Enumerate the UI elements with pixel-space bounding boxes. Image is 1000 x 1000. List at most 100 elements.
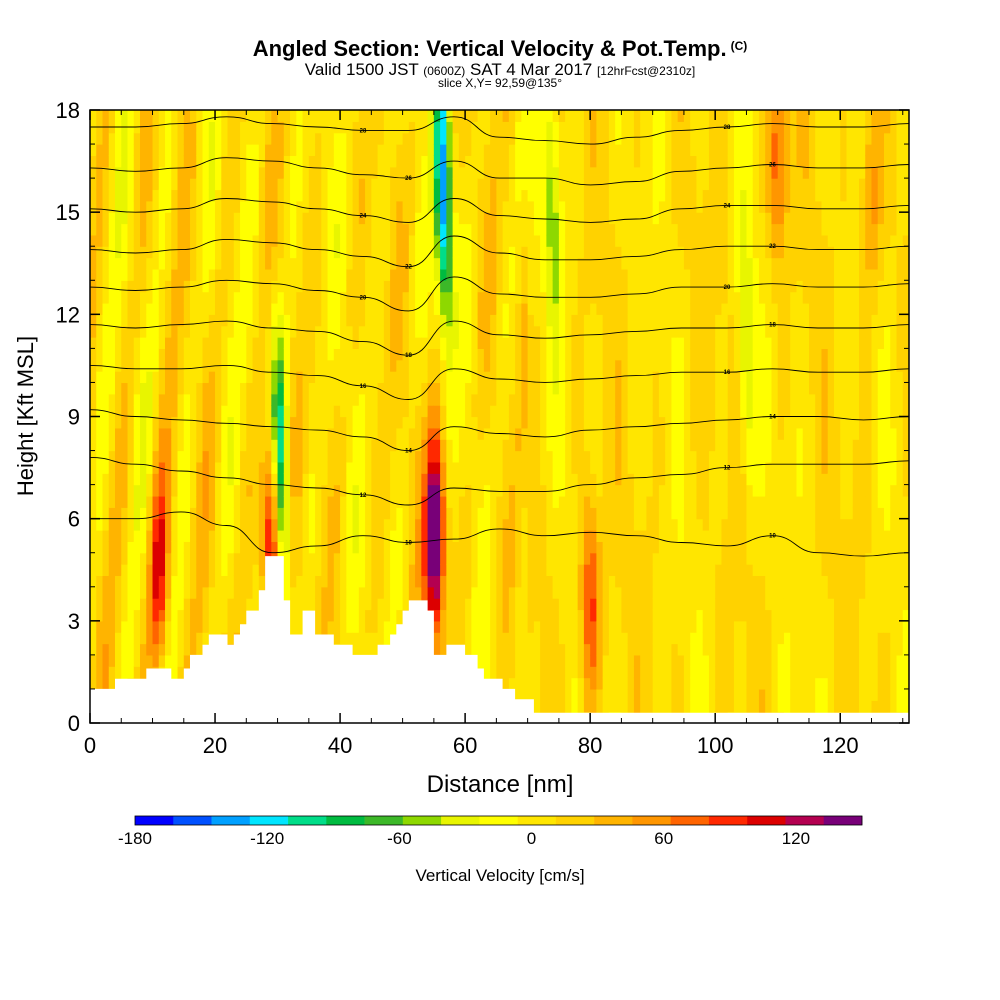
- heatmap-cell: [558, 541, 566, 554]
- heatmap-cell: [277, 314, 285, 327]
- heatmap-cell: [102, 110, 110, 122]
- heatmap-cell: [421, 223, 429, 236]
- heatmap-cell: [440, 484, 447, 497]
- heatmap-cell: [565, 495, 572, 508]
- heatmap-cell: [233, 178, 241, 191]
- heatmap-cell: [277, 473, 285, 486]
- heatmap-cell: [577, 439, 585, 452]
- heatmap-cell: [177, 223, 185, 236]
- heatmap-cell: [415, 348, 422, 361]
- heatmap-cell: [433, 564, 441, 577]
- heatmap-cell: [627, 348, 635, 361]
- heatmap-cell: [208, 450, 216, 463]
- heatmap-cell: [590, 688, 597, 701]
- heatmap-cell: [652, 541, 660, 554]
- heatmap-cell: [277, 189, 285, 202]
- heatmap-cell: [496, 121, 504, 134]
- heatmap-cell: [377, 144, 385, 157]
- heatmap-cell: [596, 121, 604, 134]
- heatmap-cell: [502, 359, 510, 372]
- heatmap-cell: [640, 144, 648, 157]
- heatmap-cell: [640, 632, 648, 645]
- heatmap-cell: [102, 234, 110, 247]
- heatmap-cell: [346, 564, 354, 577]
- heatmap-cell: [452, 507, 460, 520]
- heatmap-cell: [615, 473, 623, 486]
- heatmap-cell: [477, 110, 485, 122]
- heatmap-cell: [521, 337, 529, 349]
- heatmap-cell: [502, 144, 510, 157]
- heatmap-cell: [633, 688, 641, 701]
- heatmap-cell: [590, 518, 597, 531]
- heatmap-cell: [190, 405, 197, 418]
- heatmap-cell: [496, 337, 504, 349]
- heatmap-cell: [552, 450, 560, 463]
- heatmap-cell: [146, 382, 154, 395]
- heatmap-cell: [571, 348, 579, 361]
- heatmap-cell: [258, 564, 266, 577]
- heatmap-cell: [477, 495, 485, 508]
- heatmap-cell: [665, 518, 673, 531]
- heatmap-cell: [565, 598, 572, 611]
- heatmap-cell: [233, 325, 241, 338]
- heatmap-cell: [521, 427, 529, 440]
- heatmap-cell: [202, 541, 210, 554]
- heatmap-cell: [452, 552, 460, 565]
- heatmap-cell: [183, 484, 191, 497]
- heatmap-cell: [483, 348, 491, 361]
- heatmap-cell: [565, 166, 572, 179]
- heatmap-cell: [652, 121, 660, 134]
- heatmap-cell: [258, 291, 266, 304]
- heatmap-cell: [471, 212, 479, 225]
- heatmap-cell: [608, 439, 616, 452]
- heatmap-cell: [308, 291, 316, 304]
- heatmap-cell: [302, 507, 310, 520]
- heatmap-cell: [427, 223, 435, 236]
- heatmap-cell: [96, 439, 104, 452]
- heatmap-cell: [296, 268, 304, 281]
- heatmap-cell: [408, 280, 416, 293]
- heatmap-cell: [158, 337, 166, 349]
- heatmap-cell: [433, 518, 441, 531]
- heatmap-cell: [265, 405, 272, 418]
- heatmap-cell: [233, 575, 241, 588]
- heatmap-cell: [246, 439, 254, 452]
- heatmap-cell: [465, 257, 472, 270]
- heatmap-cell: [108, 382, 116, 395]
- heatmap-cell: [333, 348, 341, 361]
- heatmap-cell: [358, 495, 366, 508]
- heatmap-cell: [302, 416, 310, 429]
- heatmap-cell: [246, 223, 254, 236]
- heatmap-cell: [333, 132, 341, 145]
- heatmap-cell: [283, 132, 291, 145]
- heatmap-cell: [208, 110, 216, 122]
- heatmap-cell: [565, 121, 572, 134]
- heatmap-cell: [246, 268, 254, 281]
- heatmap-cell: [115, 371, 122, 384]
- heatmap-cell: [396, 461, 404, 474]
- heatmap-cell: [621, 337, 629, 349]
- heatmap-cell: [502, 234, 510, 247]
- heatmap-cell: [477, 416, 485, 429]
- heatmap-cell: [340, 337, 347, 349]
- heatmap-cell: [277, 280, 285, 293]
- heatmap-cell: [408, 234, 416, 247]
- heatmap-cell: [477, 200, 485, 213]
- heatmap-cell: [208, 541, 216, 554]
- heatmap-cell: [496, 200, 504, 213]
- heatmap-cell: [152, 586, 160, 599]
- heatmap-cell: [383, 620, 391, 633]
- heatmap-cell: [615, 212, 623, 225]
- heatmap-cell: [658, 121, 666, 134]
- heatmap-cell: [521, 325, 529, 338]
- heatmap-cell: [483, 518, 491, 531]
- heatmap-cell: [240, 427, 247, 440]
- heatmap-cell: [340, 189, 347, 202]
- heatmap-cell: [658, 212, 666, 225]
- heatmap-cell: [565, 246, 572, 259]
- heatmap-cell: [171, 609, 179, 622]
- heatmap-cell: [246, 110, 254, 122]
- heatmap-cell: [583, 280, 591, 293]
- heatmap-cell: [615, 382, 623, 395]
- heatmap-cell: [652, 461, 660, 474]
